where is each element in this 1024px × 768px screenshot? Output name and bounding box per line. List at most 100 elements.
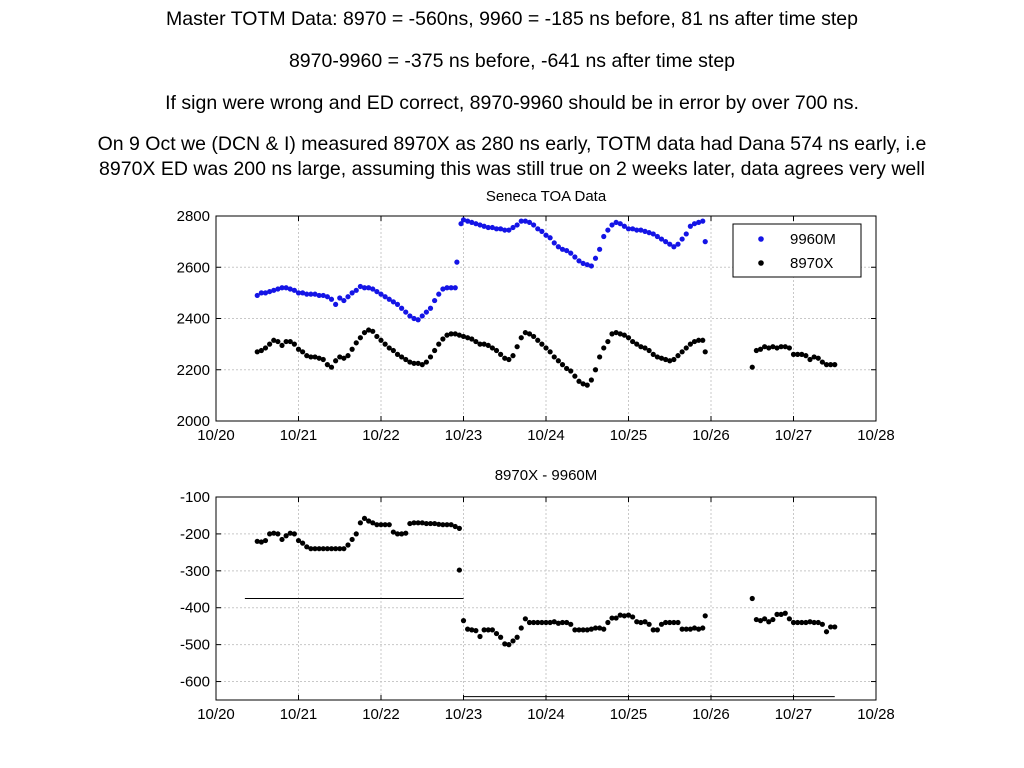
data-point bbox=[399, 531, 405, 537]
data-point bbox=[559, 362, 566, 368]
data-point bbox=[638, 619, 644, 626]
data-point bbox=[357, 335, 363, 341]
data-point bbox=[543, 619, 549, 626]
data-point bbox=[510, 224, 516, 231]
data-point bbox=[683, 626, 689, 632]
data-point bbox=[642, 228, 648, 234]
data-point bbox=[654, 627, 660, 633]
data-point bbox=[675, 619, 681, 626]
x-tick-label: 10/28 bbox=[857, 427, 895, 444]
data-point bbox=[448, 522, 454, 528]
data-point bbox=[551, 619, 557, 625]
data-point bbox=[531, 222, 537, 228]
data-point bbox=[419, 313, 425, 319]
legend-marker bbox=[758, 260, 764, 266]
data-point bbox=[452, 523, 458, 530]
data-point bbox=[671, 244, 677, 250]
data-point bbox=[588, 626, 594, 632]
data-point bbox=[702, 239, 708, 245]
data-point bbox=[815, 355, 821, 361]
data-point bbox=[291, 341, 297, 347]
data-point bbox=[766, 619, 772, 625]
data-point bbox=[452, 331, 458, 337]
data-point bbox=[564, 247, 570, 254]
y-tick-label: -300 bbox=[180, 563, 210, 580]
data-point bbox=[423, 309, 429, 315]
data-point bbox=[324, 294, 330, 300]
data-point bbox=[460, 217, 467, 223]
data-point bbox=[341, 355, 347, 361]
data-point bbox=[564, 365, 570, 372]
data-point bbox=[341, 297, 347, 304]
data-point bbox=[390, 299, 396, 305]
data-point bbox=[432, 347, 438, 354]
data-point bbox=[481, 627, 487, 633]
data-point bbox=[312, 546, 318, 552]
data-point bbox=[341, 546, 347, 552]
data-point bbox=[683, 345, 689, 351]
x-tick-label: 10/27 bbox=[775, 427, 813, 444]
data-point bbox=[324, 546, 330, 552]
data-point bbox=[658, 236, 665, 242]
data-point bbox=[300, 290, 306, 296]
data-point bbox=[279, 342, 285, 349]
data-point bbox=[390, 529, 396, 535]
data-point bbox=[254, 349, 260, 355]
data-point bbox=[671, 356, 677, 363]
data-point bbox=[304, 544, 310, 550]
data-point bbox=[349, 290, 355, 296]
data-point bbox=[597, 354, 603, 360]
data-point bbox=[580, 381, 586, 387]
data-point bbox=[679, 349, 685, 355]
data-point bbox=[267, 531, 273, 537]
data-point bbox=[333, 301, 339, 308]
data-point bbox=[304, 291, 310, 297]
data-point bbox=[691, 625, 698, 631]
data-point bbox=[753, 347, 759, 354]
data-point bbox=[454, 259, 460, 265]
data-point bbox=[353, 340, 359, 346]
data-point bbox=[411, 520, 417, 526]
data-point bbox=[378, 337, 384, 343]
data-point bbox=[287, 530, 293, 536]
data-point bbox=[580, 627, 586, 633]
data-point bbox=[762, 344, 768, 350]
data-point bbox=[642, 619, 648, 625]
data-point bbox=[526, 219, 533, 226]
data-point bbox=[477, 633, 483, 640]
data-point bbox=[609, 615, 615, 621]
chart-2: 10/20 10/21 10/22 10/23 10/24 10/25 10/26 10/27… bbox=[180, 467, 895, 723]
x-tick-label: 10/25 bbox=[610, 427, 648, 444]
data-point bbox=[535, 337, 541, 343]
data-point bbox=[444, 522, 450, 528]
data-point bbox=[415, 360, 421, 366]
data-point bbox=[749, 595, 755, 602]
data-point bbox=[427, 520, 434, 527]
data-point bbox=[650, 231, 656, 237]
y-tick-label: 2000 bbox=[177, 413, 210, 430]
data-point bbox=[436, 341, 442, 347]
data-point bbox=[345, 542, 351, 548]
data-point bbox=[493, 347, 500, 354]
data-point bbox=[267, 288, 273, 295]
data-point bbox=[458, 221, 464, 227]
data-point bbox=[320, 292, 326, 299]
data-point bbox=[271, 530, 277, 536]
data-point bbox=[498, 226, 504, 232]
data-point bbox=[258, 290, 264, 296]
data-point bbox=[415, 520, 421, 526]
data-point bbox=[568, 621, 574, 627]
data-point bbox=[811, 354, 817, 360]
data-point bbox=[555, 244, 561, 250]
data-point bbox=[700, 337, 706, 343]
data-point bbox=[832, 362, 838, 368]
data-point bbox=[328, 296, 335, 302]
data-point bbox=[613, 615, 619, 621]
data-point bbox=[407, 313, 413, 319]
data-point bbox=[621, 332, 627, 338]
data-point bbox=[749, 364, 755, 370]
data-point bbox=[675, 353, 681, 359]
x-tick-label: 10/26 bbox=[692, 427, 730, 444]
data-point bbox=[559, 619, 566, 626]
data-point bbox=[555, 620, 561, 626]
